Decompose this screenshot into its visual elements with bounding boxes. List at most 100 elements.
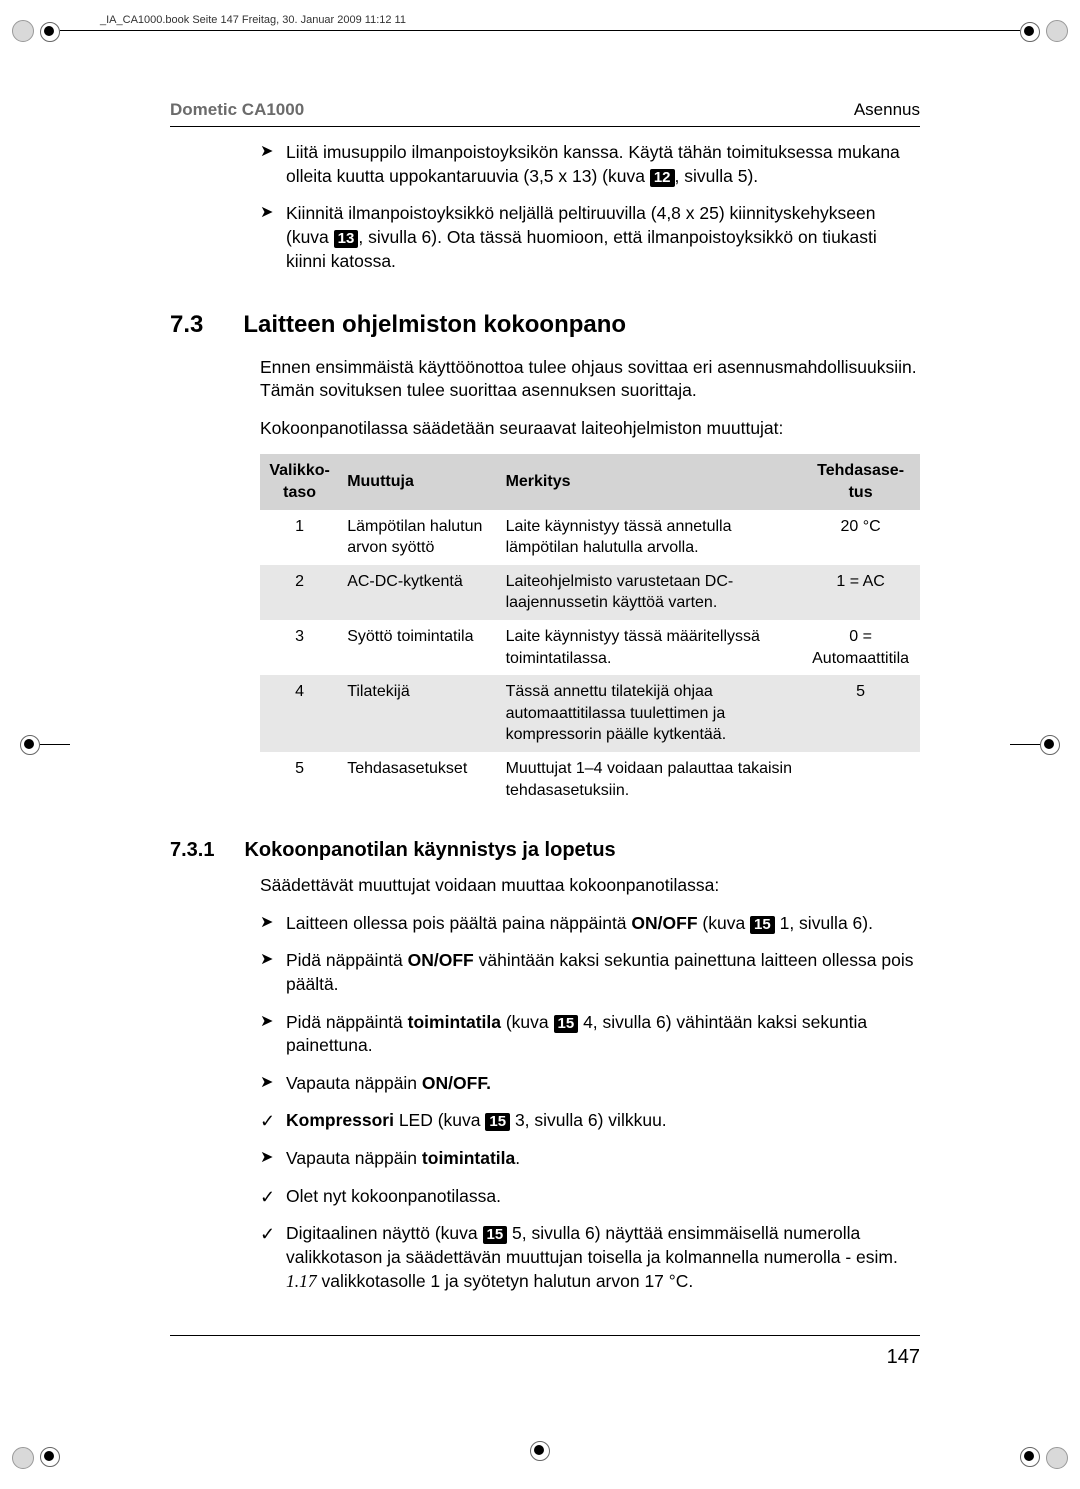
section-7-3-heading: 7.3 Laitteen ohjelmiston kokoonpano: [170, 309, 920, 341]
th-level: Valikko-taso: [260, 454, 339, 509]
crop-mark-top-left: [12, 20, 72, 60]
crop-mark-bottom: [520, 1431, 560, 1471]
cell-var: Lämpötilan halutun arvon syöttö: [339, 510, 497, 565]
text: Olet nyt kokoonpanotilassa.: [286, 1186, 501, 1206]
scan-filename: _IA_CA1000.book Seite 147 Freitag, 30. J…: [100, 14, 406, 26]
procedure-step: Vapauta näppäin toimintatila.: [260, 1147, 920, 1171]
page-content: Dometic CA1000 Asennus Liitä imusuppilo …: [170, 100, 920, 1369]
procedure-list-2: Vapauta näppäin toimintatila.: [260, 1147, 920, 1171]
cell-level: 1: [260, 510, 339, 565]
cell-default: 0 = Automaattitila: [801, 620, 920, 675]
scan-page: _IA_CA1000.book Seite 147 Freitag, 30. J…: [0, 0, 1080, 1489]
figure-ref-icon: 13: [334, 230, 359, 248]
crop-mark-right: [1020, 725, 1060, 765]
table-row: 1 Lämpötilan halutun arvon syöttö Laite …: [260, 510, 920, 565]
subsection-number: 7.3.1: [170, 837, 214, 864]
text: Laitteen ollessa pois päältä paina näppä…: [286, 913, 631, 933]
page-header: Dometic CA1000 Asennus: [170, 100, 920, 127]
result-list-2: Olet nyt kokoonpanotilassa. Digitaalinen…: [260, 1185, 920, 1294]
table-row: 4 Tilatekijä Tässä annettu tilatekijä oh…: [260, 675, 920, 752]
text: (kuva: [501, 1012, 554, 1032]
bold-text: ON/OFF: [631, 913, 697, 933]
cell-meaning: Muuttujat 1–4 voidaan palauttaa takaisin…: [498, 752, 802, 807]
cell-var: Syöttö toimintatila: [339, 620, 497, 675]
cell-level: 4: [260, 675, 339, 752]
cell-meaning: Laiteohjelmisto varustetaan DC-laajennus…: [498, 565, 802, 620]
page-number: 147: [887, 1346, 920, 1368]
crop-mark-left: [20, 725, 60, 765]
text: 3, sivulla 6) vilkkuu.: [510, 1110, 667, 1130]
section-title: Laitteen ohjelmiston kokoonpano: [243, 309, 626, 341]
table-header-row: Valikko-taso Muuttuja Merkitys Tehdasase…: [260, 454, 920, 509]
th-default: Tehdasase-tus: [801, 454, 920, 509]
section-number: 7.3: [170, 309, 203, 341]
text: Vapauta näppäin: [286, 1073, 422, 1093]
table-row: 2 AC-DC-kytkentä Laiteohjelmisto varuste…: [260, 565, 920, 620]
procedure-step: Vapauta näppäin ON/OFF.: [260, 1072, 920, 1096]
header-product: Dometic CA1000: [170, 100, 304, 120]
result-list: Kompressori LED (kuva 15 3, sivulla 6) v…: [260, 1109, 920, 1133]
cell-level: 2: [260, 565, 339, 620]
cell-meaning: Tässä annettu tilatekijä ohjaa automaatt…: [498, 675, 802, 752]
text: LED (kuva: [394, 1110, 485, 1130]
text: (kuva: [698, 913, 751, 933]
section-paragraph: Ennen ensimmäistä käyttöönottoa tulee oh…: [260, 356, 920, 403]
crop-mark-top-right: [1008, 20, 1068, 60]
cell-default: 5: [801, 675, 920, 752]
bold-text: Kompressori: [286, 1110, 394, 1130]
subsection-intro: Säädettävät muuttujat voidaan muuttaa ko…: [260, 874, 920, 898]
th-meaning: Merkitys: [498, 454, 802, 509]
text: valikkotasolle 1 ja syötetyn halutun arv…: [317, 1271, 694, 1291]
bold-text: toimintatila: [422, 1148, 515, 1168]
figure-ref-icon: 15: [554, 1015, 579, 1033]
intro-bullet-list: Liitä imusuppilo ilmanpoistoyksikön kans…: [260, 141, 920, 273]
procedure-step: Pidä näppäintä toimintatila (kuva 15 4, …: [260, 1011, 920, 1058]
section-7-3-1-heading: 7.3.1 Kokoonpanotilan käynnistys ja lope…: [170, 837, 920, 864]
text: , sivulla 6). Ota tässä huomioon, että i…: [286, 227, 877, 271]
text: Vapauta näppäin: [286, 1148, 422, 1168]
result-item: Digitaalinen näyttö (kuva 15 5, sivulla …: [260, 1222, 920, 1293]
figure-ref-icon: 15: [485, 1113, 510, 1131]
procedure-step: Laitteen ollessa pois päältä paina näppä…: [260, 912, 920, 936]
intro-bullet-1: Liitä imusuppilo ilmanpoistoyksikön kans…: [260, 141, 920, 188]
text: 1, sivulla 6).: [775, 913, 873, 933]
crop-mark-bottom-right: [1008, 1429, 1068, 1469]
cell-meaning: Laite käynnistyy tässä annetulla lämpöti…: [498, 510, 802, 565]
top-ruler: [60, 30, 1020, 31]
cell-var: Tilatekijä: [339, 675, 497, 752]
text: , sivulla 5).: [675, 166, 759, 186]
cell-default: [801, 752, 920, 807]
cell-var: Tehdasasetukset: [339, 752, 497, 807]
text: .: [515, 1148, 520, 1168]
config-table: Valikko-taso Muuttuja Merkitys Tehdasase…: [260, 454, 920, 807]
crop-mark-bottom-left: [12, 1429, 72, 1469]
text: Liitä imusuppilo ilmanpoistoyksikön kans…: [286, 142, 900, 186]
bold-text: ON/OFF.: [422, 1073, 491, 1093]
text: Pidä näppäintä: [286, 1012, 408, 1032]
text: Digitaalinen näyttö (kuva: [286, 1223, 483, 1243]
figure-ref-icon: 12: [650, 169, 675, 187]
procedure-step: Pidä näppäintä ON/OFF vähintään kaksi se…: [260, 949, 920, 996]
result-item: Olet nyt kokoonpanotilassa.: [260, 1185, 920, 1209]
cell-level: 5: [260, 752, 339, 807]
cell-level: 3: [260, 620, 339, 675]
subsection-title: Kokoonpanotilan käynnistys ja lopetus: [244, 837, 615, 864]
cell-meaning: Laite käynnistyy tässä määritellyssä toi…: [498, 620, 802, 675]
procedure-list: Laitteen ollessa pois päältä paina näppä…: [260, 912, 920, 1096]
display-code: 1.17: [286, 1271, 317, 1291]
page-footer: 147: [170, 1335, 920, 1369]
result-item: Kompressori LED (kuva 15 3, sivulla 6) v…: [260, 1109, 920, 1133]
cell-default: 20 °C: [801, 510, 920, 565]
header-section: Asennus: [854, 100, 920, 120]
figure-ref-icon: 15: [750, 916, 775, 934]
figure-ref-icon: 15: [483, 1226, 508, 1244]
intro-bullet-2: Kiinnitä ilmanpoistoyksikkö neljällä pel…: [260, 202, 920, 273]
table-row: 5 Tehdasasetukset Muuttujat 1–4 voidaan …: [260, 752, 920, 807]
th-variable: Muuttuja: [339, 454, 497, 509]
cell-var: AC-DC-kytkentä: [339, 565, 497, 620]
bold-text: toimintatila: [408, 1012, 501, 1032]
table-row: 3 Syöttö toimintatila Laite käynnistyy t…: [260, 620, 920, 675]
cell-default: 1 = AC: [801, 565, 920, 620]
bold-text: ON/OFF: [408, 950, 474, 970]
text: Pidä näppäintä: [286, 950, 408, 970]
